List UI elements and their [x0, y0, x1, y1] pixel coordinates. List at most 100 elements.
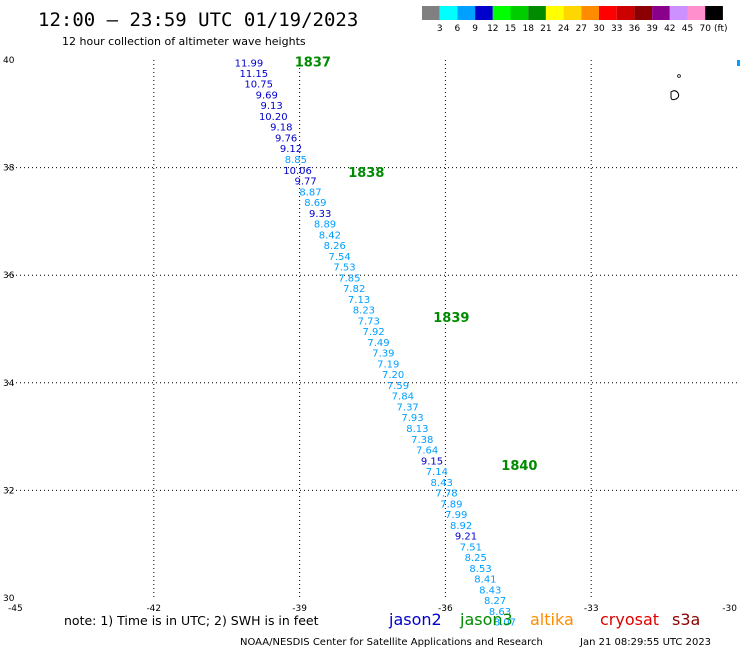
wave-height-value: 7.20	[382, 370, 404, 381]
wave-height-value: 8.43	[431, 478, 453, 489]
wave-height-value: 8.43	[479, 585, 501, 596]
pass-number: 1837	[295, 56, 331, 71]
wave-height-value: 10.06	[283, 166, 312, 177]
y-tick-label: 36	[3, 271, 15, 281]
wave-height-value: 7.53	[333, 263, 355, 274]
wave-height-value: 7.54	[328, 252, 350, 263]
wave-height-value: 9.15	[421, 456, 443, 467]
wave-height-value: 9.12	[280, 144, 302, 155]
pass-number: 1840	[501, 459, 537, 474]
wave-height-value: 8.89	[314, 220, 336, 231]
wave-height-value: 8.23	[353, 306, 375, 317]
wave-height-value: 7.82	[343, 284, 365, 295]
colorbar-swatch	[545, 6, 564, 20]
island-outline	[670, 74, 681, 101]
wave-height-value: 8.63	[489, 607, 511, 618]
colorbar-swatch	[669, 6, 688, 20]
colorbar-label: 33	[611, 24, 622, 34]
wave-height-value: 9.76	[275, 133, 297, 144]
colorbar-label: 15	[505, 24, 516, 34]
wave-height-value: 10.75	[244, 80, 273, 91]
wave-height-value: 7.73	[358, 316, 380, 327]
wave-height-value: 7.99	[445, 510, 467, 521]
wave-height-value: 8.07	[494, 618, 516, 629]
wave-height-readings: 11.9911.1510.759.699.1310.209.189.769.12…	[235, 59, 516, 629]
colorbar-label: 3	[437, 24, 443, 34]
axis-ticks: -45 -42 -39 -36 -33 -30 30 32 34 36 38 40	[3, 56, 737, 614]
colorbar-swatch	[439, 6, 458, 20]
colorbar-label: 6	[455, 24, 461, 34]
colorbar-swatch	[616, 6, 635, 20]
wave-height-value: 7.14	[426, 467, 448, 478]
colorbar-label: 45	[682, 24, 693, 34]
colorbar-label: 30	[593, 24, 605, 34]
wave-height-value: 7.85	[338, 273, 360, 284]
y-tick-label: 38	[3, 164, 15, 174]
wave-height-value: 9.77	[294, 177, 316, 188]
colorbar-label: 18	[522, 24, 534, 34]
colorbar-swatch	[475, 6, 493, 20]
colorbar-swatch	[687, 6, 706, 20]
wave-height-value: 7.19	[377, 359, 399, 370]
colorbar-label: 21	[540, 24, 551, 34]
x-tick-label: -30	[722, 604, 737, 614]
colorbar-label: 39	[646, 24, 658, 34]
wave-height-value: 9.13	[260, 101, 282, 112]
chart-title: 12:00 – 23:59 UTC 01/19/2023	[38, 9, 358, 31]
wave-height-value: 7.39	[372, 349, 394, 360]
wave-height-value: 9.33	[309, 209, 331, 220]
wave-height-value: 7.93	[401, 413, 423, 424]
wave-height-value: 8.87	[299, 187, 321, 198]
colorbar-label: 27	[576, 24, 587, 34]
colorbar-swatch	[652, 6, 670, 20]
wave-height-value: 7.38	[411, 435, 433, 446]
wave-height-value: 8.26	[324, 241, 346, 252]
colorbar-label: 12	[487, 24, 498, 34]
footer-timestamp: Jan 21 08:29:55 UTC 2023	[579, 637, 711, 648]
pass-number: 1839	[433, 311, 469, 326]
legend-altika: altika	[530, 610, 574, 629]
x-tick-label: -39	[292, 604, 307, 614]
colorbar-label: 24	[558, 24, 570, 34]
legend-cryosat: cryosat	[600, 610, 659, 629]
wave-height-value: 11.99	[235, 59, 264, 70]
wave-height-value: 8.42	[319, 230, 341, 241]
colorbar-label: 36	[629, 24, 641, 34]
wave-height-value: 8.41	[474, 575, 496, 586]
colorbar-swatch	[422, 6, 440, 20]
colorbar-label: 42	[664, 24, 675, 34]
colorbar-swatch	[528, 6, 546, 20]
colorbar-label: 70	[699, 24, 711, 34]
pass-number-labels: 1837 1838 1839 1840	[295, 56, 538, 475]
y-tick-label: 30	[3, 594, 15, 604]
pass-number: 1838	[348, 166, 384, 181]
x-tick-label: -45	[8, 604, 23, 614]
wave-height-value: 8.27	[484, 596, 506, 607]
x-tick-label: -33	[584, 604, 599, 614]
legend-jason2: jason2	[388, 610, 442, 629]
wave-height-value: 8.85	[285, 155, 307, 166]
note-text: note: 1) Time is in UTC; 2) SWH is in fe…	[64, 613, 319, 628]
chart-subtitle: 12 hour collection of altimeter wave hei…	[62, 35, 306, 48]
colorbar-swatch	[510, 6, 529, 20]
wave-height-value: 7.13	[348, 295, 370, 306]
wave-height-value: 7.78	[435, 489, 457, 500]
footer-credit: NOAA/NESDIS Center for Satellite Applica…	[240, 637, 543, 648]
wave-height-value: 9.18	[270, 123, 292, 134]
colorbar-label: 9	[472, 24, 478, 34]
map-grid	[8, 60, 737, 598]
wave-height-value: 10.20	[259, 112, 288, 123]
satellite-legend: jason2 jason3 altika cryosat s3a	[388, 610, 700, 629]
x-tick-label: -42	[146, 604, 161, 614]
colorbar-swatch	[457, 6, 476, 20]
wave-height-value: 7.84	[392, 392, 414, 403]
wave-height-value: 7.51	[460, 542, 482, 553]
wave-height-value: 7.89	[440, 499, 462, 510]
colorbar-swatch	[634, 6, 653, 20]
wave-height-value: 11.15	[239, 69, 268, 80]
x-tick-label: -36	[438, 604, 453, 614]
wave-height-value: 7.59	[387, 381, 409, 392]
legend-s3a: s3a	[672, 610, 700, 629]
wave-height-value: 7.64	[416, 446, 438, 457]
colorbar-unit: (ft)	[714, 24, 728, 34]
